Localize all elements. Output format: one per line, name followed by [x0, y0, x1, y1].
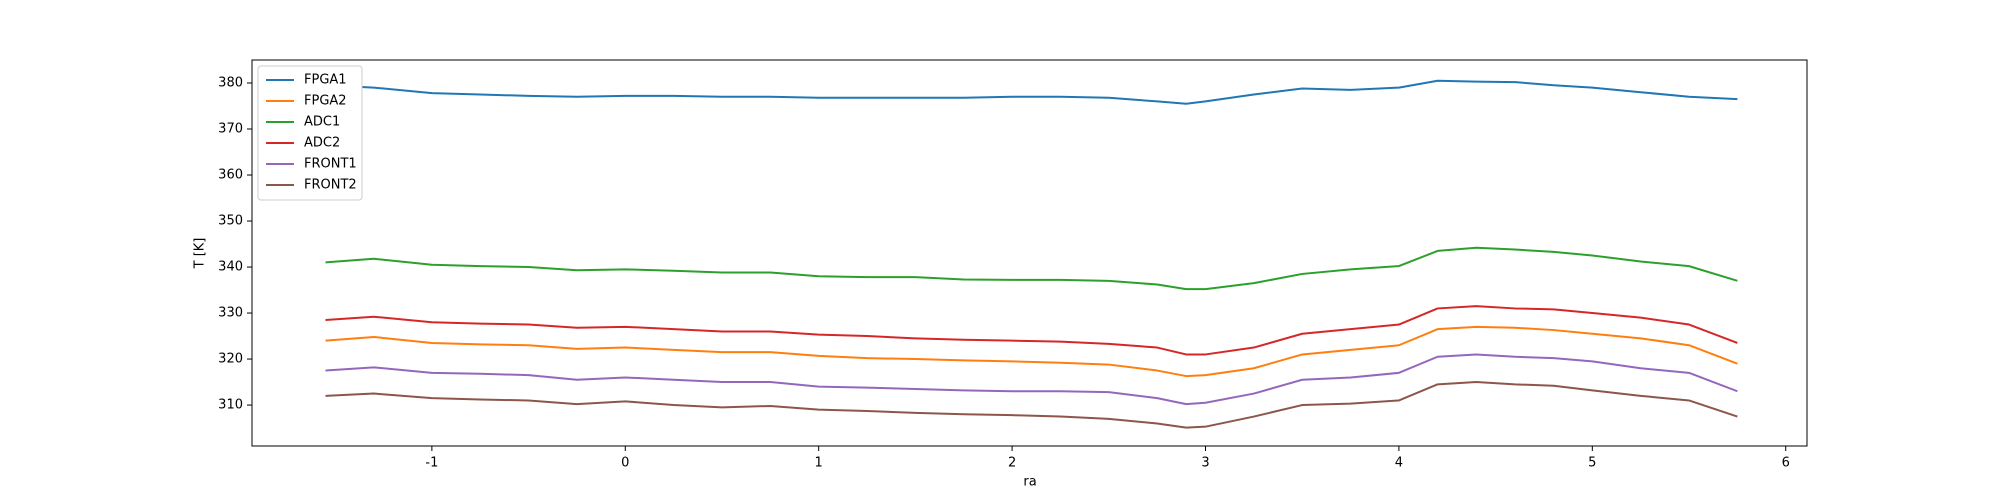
- x-tick-label: 6: [1782, 456, 1790, 471]
- x-tick-label: -1: [425, 456, 438, 471]
- legend-box: [257, 65, 363, 201]
- legend-label: FRONT1: [304, 157, 357, 172]
- y-tick-label: 370: [218, 122, 243, 137]
- y-tick-label: 320: [218, 352, 243, 367]
- y-tick-label: 330: [218, 306, 243, 321]
- legend-label: ADC1: [304, 115, 340, 130]
- y-tick-label: 310: [218, 398, 243, 413]
- legend-label: FPGA1: [304, 73, 347, 88]
- line-series: [325, 353, 1738, 406]
- x-tick-label: 1: [815, 456, 823, 471]
- line-series: [325, 305, 1738, 356]
- line-series: [325, 381, 1738, 429]
- y-tick-label: 360: [218, 168, 243, 183]
- y-tick-label: 350: [218, 214, 243, 229]
- line-series: [325, 79, 1738, 105]
- legend-label: FRONT2: [304, 178, 357, 193]
- y-tick-label: 380: [218, 76, 243, 91]
- line-series: [325, 325, 1738, 378]
- x-axis-label: ra: [1023, 475, 1036, 490]
- x-tick-label: 4: [1395, 456, 1403, 471]
- x-tick-label: 3: [1201, 456, 1209, 471]
- plot-frame: [251, 59, 1808, 447]
- y-axis-label: T [K]: [193, 238, 208, 270]
- x-tick-label: 5: [1588, 456, 1596, 471]
- x-tick-label: 0: [621, 456, 629, 471]
- y-tick-label: 340: [218, 260, 243, 275]
- x-tick-label: 2: [1008, 456, 1016, 471]
- legend-label: FPGA2: [304, 94, 347, 109]
- legend-label: ADC2: [304, 136, 340, 151]
- line-series: [325, 246, 1738, 291]
